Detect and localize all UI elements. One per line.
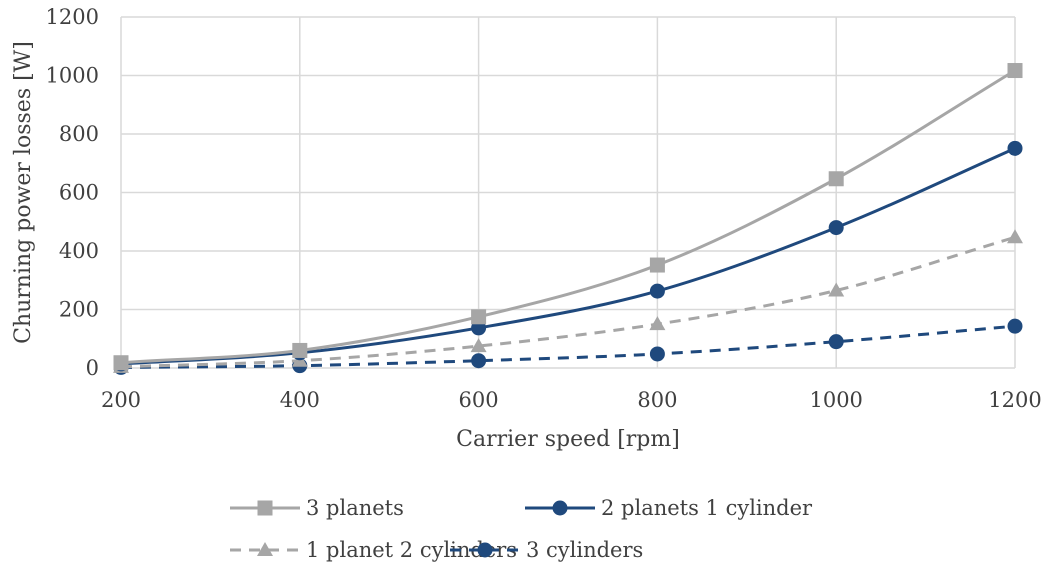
data-point <box>649 257 665 273</box>
data-point <box>113 355 129 371</box>
series-line <box>120 235 1016 369</box>
data-point <box>1007 140 1023 156</box>
legend-marker <box>257 542 273 556</box>
data-point <box>828 220 844 236</box>
x-tick-label: 1200 <box>988 388 1041 412</box>
y-axis-ticks: 0 200 400 600 800 1000 1200 <box>46 5 99 380</box>
legend-marker <box>552 500 568 516</box>
legend-label: 3 planets <box>306 496 404 520</box>
data-point <box>1007 63 1023 79</box>
data-point <box>828 282 845 297</box>
series-line <box>120 69 1016 365</box>
data-point <box>471 309 487 325</box>
y-tick-label: 400 <box>59 239 99 263</box>
series-layer <box>113 63 1023 375</box>
y-tick-label: 1000 <box>46 64 99 88</box>
data-point <box>649 316 666 331</box>
data-point <box>471 353 487 369</box>
x-axis-label: Carrier speed [rpm] <box>456 427 680 452</box>
data-point <box>649 346 665 362</box>
legend-marker <box>477 542 493 558</box>
x-tick-label: 400 <box>280 388 320 412</box>
series-line <box>120 324 1016 369</box>
legend-label: 3 cylinders <box>526 538 643 562</box>
data-point <box>828 171 844 187</box>
y-tick-label: 1200 <box>46 5 99 29</box>
y-tick-label: 600 <box>59 181 99 205</box>
legend-item: 2 planets 1 cylinder <box>525 496 813 520</box>
y-tick-label: 0 <box>86 356 99 380</box>
data-point <box>649 283 665 299</box>
legend-item: 3 planets <box>230 496 404 520</box>
data-point <box>1007 318 1023 334</box>
legend-marker <box>257 500 273 516</box>
y-tick-label: 200 <box>59 298 99 322</box>
data-point <box>470 338 487 353</box>
x-axis-ticks: 200 400 600 800 1000 1200 <box>101 388 1042 412</box>
data-point <box>292 342 308 358</box>
y-tick-label: 800 <box>59 122 99 146</box>
data-point <box>1007 229 1023 244</box>
legend-label: 2 planets 1 cylinder <box>601 496 813 520</box>
series-1 <box>113 63 1023 371</box>
series-line <box>120 146 1016 366</box>
x-tick-label: 200 <box>101 388 141 412</box>
grid-lines <box>120 16 1016 369</box>
series-4 <box>113 318 1023 375</box>
x-tick-label: 800 <box>637 388 677 412</box>
legend-item: 3 cylinders <box>450 538 643 562</box>
x-tick-label: 1000 <box>809 388 862 412</box>
y-axis-label: Churning power losses [W] <box>11 41 36 344</box>
data-point <box>828 334 844 350</box>
x-tick-label: 600 <box>459 388 499 412</box>
